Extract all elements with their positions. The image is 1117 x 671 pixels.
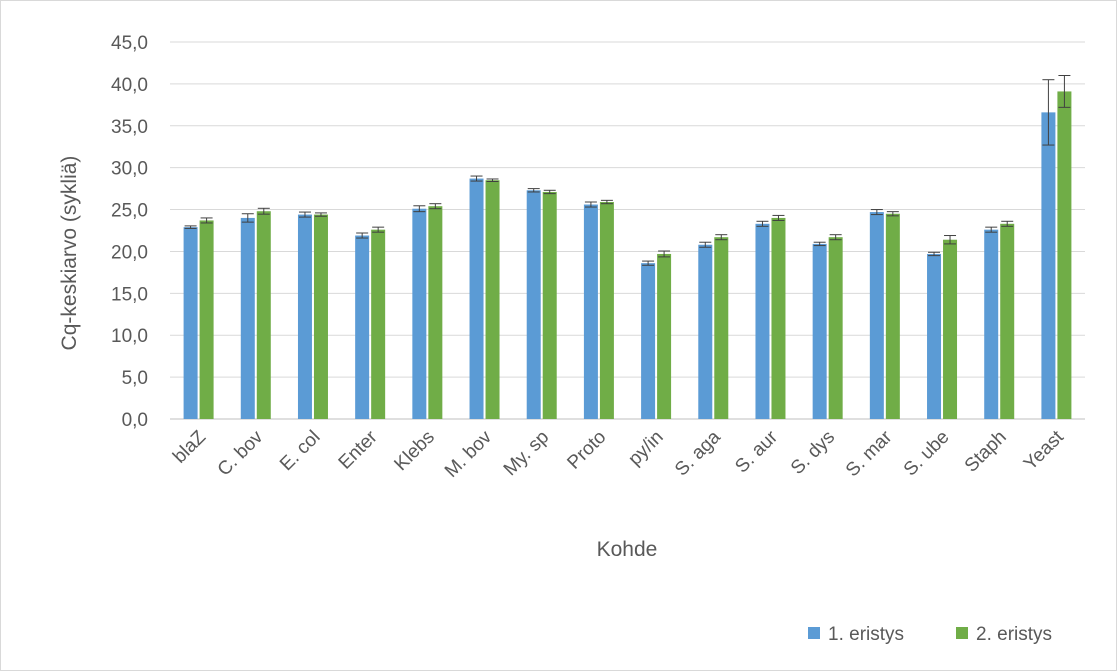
y-tick-label: 10,0: [111, 326, 148, 347]
bar-1-2: [297, 214, 312, 419]
bar-1-6: [526, 190, 541, 419]
bar-1-0: [183, 227, 198, 419]
x-tick-label: Enter: [335, 426, 382, 473]
bar-1-8: [641, 263, 656, 419]
bar-1-5: [469, 178, 484, 419]
bar-2-15: [1057, 91, 1072, 419]
bar-1-11: [812, 243, 827, 419]
bar-2-7: [599, 202, 614, 419]
x-tick-label: Yeast: [1020, 426, 1068, 474]
bar-2-11: [828, 237, 843, 419]
legend-swatch-1: [808, 627, 820, 639]
bars: [183, 91, 1072, 419]
x-tick-label: blaZ: [169, 426, 210, 467]
y-axis-title: Cq-keskiarvo (sykliä): [58, 156, 81, 351]
y-tick-label: 5,0: [122, 368, 148, 389]
y-tick-label: 35,0: [111, 117, 148, 138]
bar-2-0: [199, 220, 214, 419]
x-tick-label: py/in: [624, 427, 667, 470]
y-tick-label: 30,0: [111, 159, 148, 180]
x-tick-label: C. bov: [214, 426, 268, 480]
bar-2-4: [428, 206, 443, 419]
bar-2-3: [371, 229, 386, 419]
x-tick-label: S. aga: [671, 426, 725, 480]
legend-label-2: 2. eristys: [976, 624, 1052, 645]
x-axis-title: Kohde: [597, 538, 658, 561]
x-tick-label: S. mar: [842, 426, 897, 481]
bar-1-10: [755, 223, 770, 419]
bar-2-1: [256, 211, 271, 419]
x-tick-label: S. dys: [787, 427, 839, 479]
bar-1-7: [583, 204, 598, 419]
legend: 1. eristys 2. eristys: [808, 624, 1052, 645]
x-axis-ticks: blaZ C. bov E. col Enter Klebs M. bov My. sp Pr…: [169, 426, 1068, 482]
bar-2-12: [885, 213, 900, 419]
x-tick-label: My. sp: [500, 427, 553, 480]
y-tick-label: 25,0: [111, 201, 148, 222]
bar-1-12: [869, 212, 884, 419]
x-tick-label: S. ube: [900, 427, 954, 481]
bar-1-1: [240, 217, 255, 419]
bar-1-13: [927, 253, 942, 419]
x-tick-label: E. col: [276, 427, 324, 475]
legend-swatch-2: [956, 627, 968, 639]
bar-1-4: [412, 208, 427, 419]
bar-2-13: [943, 239, 958, 419]
y-tick-label: 45,0: [111, 33, 148, 54]
bar-2-5: [485, 180, 500, 419]
bar-2-2: [313, 214, 328, 419]
y-axis-ticks: 0,0 5,0 10,0 15,0 20,0 25,0 30,0 35,0 40,0 45,0: [111, 33, 148, 431]
bar-2-8: [657, 253, 672, 419]
bar-2-6: [542, 191, 557, 419]
x-tick-label: S. aur: [731, 426, 782, 477]
y-tick-label: 0,0: [122, 410, 148, 431]
bar-2-10: [771, 217, 786, 419]
x-tick-label: Klebs: [390, 427, 438, 475]
legend-label-1: 1. eristys: [828, 624, 904, 645]
y-tick-label: 15,0: [111, 284, 148, 305]
x-tick-label: Proto: [563, 427, 610, 474]
bar-1-15: [1041, 112, 1056, 419]
y-tick-label: 40,0: [111, 75, 148, 96]
x-tick-label: M. bov: [441, 426, 497, 482]
error-bars: [184, 75, 1071, 266]
bar-1-9: [698, 244, 713, 419]
y-tick-label: 20,0: [111, 242, 148, 263]
bar-2-14: [1000, 223, 1015, 419]
bar-2-9: [714, 237, 729, 419]
x-tick-label: Staph: [961, 427, 1011, 477]
bar-1-3: [355, 235, 370, 419]
bar-1-14: [984, 229, 999, 419]
